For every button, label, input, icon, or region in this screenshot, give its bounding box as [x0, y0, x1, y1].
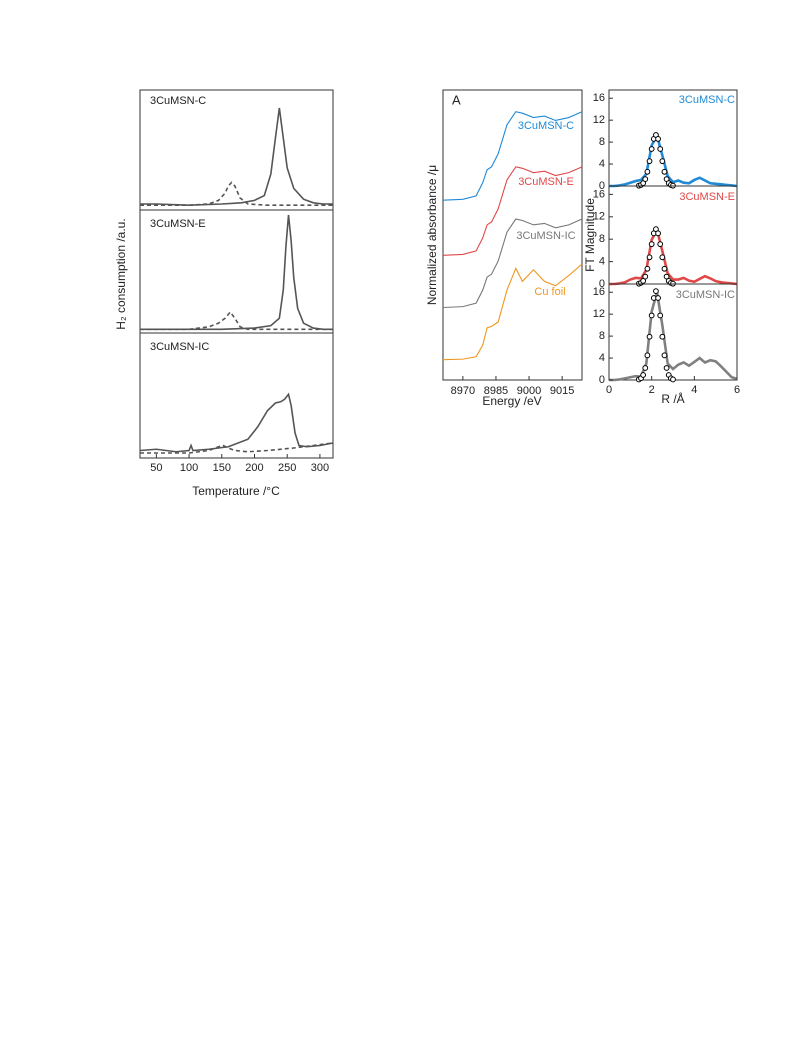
- series-label: 3CuMSN-IC: [516, 230, 575, 242]
- fit-point: [661, 265, 668, 272]
- panel-title: 3CuMSN-IC: [150, 341, 209, 353]
- y-axis-label: H₂ consumption /a.u.: [114, 218, 128, 329]
- fit-point: [659, 158, 666, 165]
- y-tick-label: 8: [599, 136, 605, 148]
- data-line: [609, 226, 738, 286]
- x-tick-label: 0: [606, 384, 612, 396]
- fit-point: [644, 352, 651, 359]
- x-tick-label: 100: [180, 462, 198, 474]
- data-line: [140, 107, 333, 207]
- fit-point: [659, 254, 666, 261]
- y-tick-label: 4: [599, 158, 605, 170]
- panel-label: A: [452, 92, 461, 107]
- panel-title: 3CuMSN-C: [679, 94, 735, 106]
- x-tick-label: 300: [311, 462, 329, 474]
- data-line: [442, 218, 583, 309]
- y-tick-label: 16: [593, 286, 605, 298]
- fit-point: [646, 158, 653, 165]
- y-tick-label: 0: [599, 180, 605, 192]
- x-tick-label: 200: [245, 462, 263, 474]
- y-tick-label: 16: [593, 188, 605, 200]
- x-tick-label: 50: [150, 462, 162, 474]
- x-tick-label: 150: [213, 462, 231, 474]
- fit-point: [657, 241, 664, 248]
- fit-point: [661, 168, 668, 175]
- fit-point: [657, 146, 664, 152]
- y-tick-label: 0: [599, 278, 605, 290]
- data-line: [140, 442, 334, 454]
- y-tick-label: 4: [599, 352, 605, 364]
- fit-point: [655, 136, 661, 142]
- series-label: 3CuMSN-E: [518, 176, 574, 188]
- plot-frame: [139, 89, 334, 211]
- fit-point: [661, 352, 668, 359]
- x-tick-label: 250: [278, 462, 296, 474]
- y-tick-label: 12: [593, 211, 605, 223]
- y-tick-label: 0: [599, 374, 605, 386]
- x-tick-label: 2: [649, 384, 655, 396]
- y-tick-label: 16: [593, 92, 605, 104]
- fit-point: [663, 365, 670, 371]
- x-tick-label: 9015: [550, 385, 574, 397]
- fit-point: [655, 295, 661, 301]
- x-tick-label: 9000: [517, 385, 541, 397]
- y-axis-label: Normalized absorbance /μ: [425, 165, 439, 305]
- fit-point: [655, 230, 661, 237]
- fit-point: [642, 176, 649, 182]
- panel-title: 3CuMSN-E: [150, 218, 206, 230]
- data-line: [442, 263, 583, 361]
- y-tick-label: 8: [599, 330, 605, 342]
- panel-title: 3CuMSN-E: [679, 191, 735, 203]
- fit-point: [670, 376, 676, 383]
- fit-point: [646, 254, 653, 261]
- data-line: [140, 214, 333, 331]
- y-tick-label: 4: [599, 256, 605, 268]
- series-label: Cu foil: [534, 286, 565, 298]
- fit-point: [644, 265, 651, 272]
- fit-point: [642, 273, 649, 280]
- data-line: [442, 166, 583, 256]
- x-tick-label: 8970: [451, 385, 475, 397]
- x-axis-label: Temperature /°C: [192, 484, 280, 498]
- plot-frame: [442, 89, 583, 381]
- data-line: [140, 310, 333, 331]
- data-line: [140, 181, 333, 206]
- fit-point: [644, 168, 651, 175]
- y-tick-label: 12: [593, 114, 605, 126]
- panel-title: 3CuMSN-C: [150, 95, 206, 107]
- y-tick-label: 8: [599, 233, 605, 245]
- fit-point: [648, 312, 655, 319]
- fit-point: [648, 241, 655, 248]
- fit-point: [659, 333, 666, 340]
- x-tick-label: 4: [691, 384, 697, 396]
- fit-point: [653, 288, 659, 295]
- y-tick-label: 12: [593, 308, 605, 320]
- fit-point: [646, 333, 653, 340]
- y-axis-label: FT Magnitude: [583, 198, 597, 272]
- panel-title: 3CuMSN-IC: [676, 289, 735, 301]
- fit-point: [657, 312, 664, 319]
- x-axis-label: R /Å: [661, 391, 684, 406]
- data-line: [139, 392, 334, 453]
- data-line: [609, 132, 738, 188]
- fit-point: [648, 146, 655, 152]
- x-axis-label: Energy /eV: [482, 394, 541, 408]
- plot-frame: [139, 332, 334, 459]
- x-tick-label: 8985: [484, 385, 508, 397]
- fit-point: [642, 365, 649, 371]
- data-line: [442, 111, 583, 201]
- fit-point: [640, 372, 647, 378]
- x-tick-label: 6: [734, 384, 740, 396]
- data-line: [609, 291, 738, 382]
- series-label: 3CuMSN-C: [518, 120, 574, 132]
